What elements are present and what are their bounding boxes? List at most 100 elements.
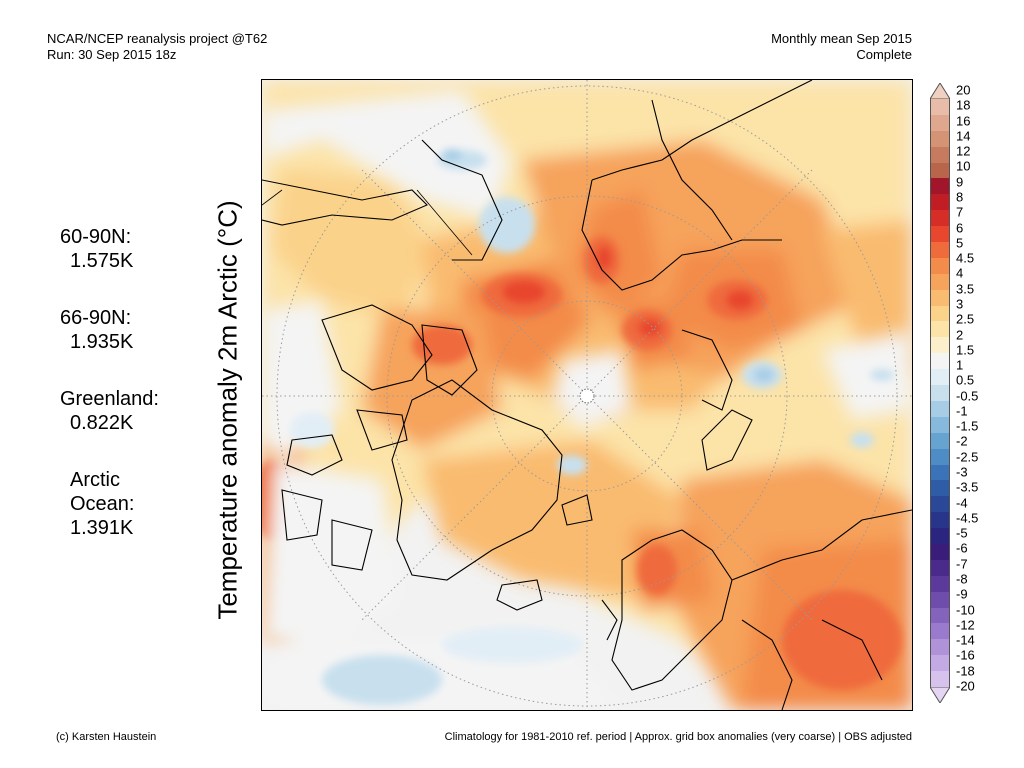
colorbar: 20 18 16 14 12 10 9 8 7 6 5 4.5 4 3.5 3 2.5 2 1.5 1 0.5 -0.5… [929, 82, 978, 704]
colorbar-tick-label: -1 [956, 403, 968, 419]
colorbar-swatch [930, 289, 950, 307]
colorbar-swatch [930, 528, 950, 545]
colorbar-tick-label: 20 [956, 82, 971, 98]
colorbar-swatch [930, 671, 950, 688]
colorbar-tick-label: -12 [956, 617, 975, 633]
colorbar-swatch [930, 575, 950, 593]
colorbar-swatch [930, 655, 950, 672]
stat-value: 1.575K [70, 250, 134, 272]
colorbar-swatch [930, 114, 950, 132]
colorbar-tick-label: 4.5 [956, 250, 975, 266]
boundaries [262, 189, 473, 256]
colorbar-swatch [930, 273, 950, 291]
colorbar-tick-label: 5 [956, 235, 964, 251]
colorbar-swatch [930, 416, 950, 434]
map-canvas [262, 80, 912, 710]
colorbar-tick-label: 2 [956, 327, 964, 342]
colorbar-tick-label: -5 [956, 525, 968, 541]
colorbar-swatch [930, 337, 950, 354]
colorbar-tick-label: -14 [956, 632, 975, 648]
axis-label: Temperature anomaly 2m Arctic (°C) [212, 200, 243, 620]
colorbar-swatch [930, 607, 950, 624]
colorbar-swatch [930, 591, 950, 609]
colorbar-swatch [930, 321, 950, 338]
stat-arctic-ocean: Arctic Ocean: 1.391K [70, 468, 160, 540]
colorbar-tick-label: -9 [956, 586, 968, 602]
coastlines [262, 80, 912, 710]
footnote: Climatology for 1981-2010 ref. period | … [444, 731, 912, 743]
colorbar-tick-label: -2 [956, 433, 968, 449]
colorbar-tick-label: 8 [956, 189, 964, 205]
colorbar-tick-label: 9 [956, 174, 964, 190]
colorbar-swatch [930, 480, 950, 497]
colorbar-tick-label: -6 [956, 540, 968, 556]
colorbar-swatch [930, 400, 950, 418]
colorbar-swatch [930, 178, 950, 195]
colorbar-swatch [930, 432, 950, 450]
colorbar-tick-label: -10 [956, 602, 975, 618]
colorbar-swatch [930, 512, 950, 529]
colorbar-swatch [930, 369, 950, 386]
colorbar-swatch [930, 257, 950, 275]
header-left: NCAR/NCEP reanalysis project @T62 Run: 3… [47, 31, 267, 63]
period-title: Monthly mean Sep 2015 [771, 31, 912, 46]
colorbar-tick-label: 3.5 [956, 281, 975, 297]
colorbar-tick-label: 2.5 [956, 311, 975, 327]
colorbar-tick-label: 4 [956, 265, 964, 281]
colorbar-tick-label: 6 [956, 220, 964, 236]
colorbar-swatch [930, 305, 950, 322]
model-title: NCAR/NCEP reanalysis project @T62 [47, 31, 268, 46]
colorbar-tick-label: 1 [956, 357, 964, 373]
colorbar-tick-label: -18 [956, 663, 975, 679]
colorbar-tick-label: -2.5 [956, 449, 979, 465]
colorbar-swatch [930, 99, 950, 116]
colorbar-tick-label: 12 [956, 143, 971, 159]
colorbar-tick-label: 10 [956, 158, 971, 174]
stat-label: Greenland: [60, 388, 159, 410]
colorbar-swatch [930, 496, 950, 513]
stat-label: Arctic Ocean: [70, 469, 135, 515]
stat-value: 1.935K [70, 331, 134, 353]
stat-value: 1.391K [70, 517, 134, 539]
colorbar-tick-label: -16 [956, 647, 975, 663]
colorbar-swatch [930, 210, 950, 227]
anomaly-map[interactable] [261, 79, 913, 711]
colorbar-swatch [930, 464, 950, 481]
colorbar-tick-label: -3.5 [956, 479, 979, 495]
header-right: Monthly mean Sep 2015 Complete [771, 31, 912, 63]
colorbar-tick-label: -8 [956, 571, 968, 587]
stat-label: 66-90N: [60, 307, 132, 329]
colorbar-swatch [930, 385, 950, 402]
colorbar-swatch [930, 146, 950, 164]
colorbar-bottom-arrow [929, 686, 951, 704]
colorbar-tick-label: -0.5 [956, 388, 979, 404]
colorbar-swatch [930, 194, 950, 211]
stat-60-90n: 60-90N: 1.575K [60, 225, 133, 273]
colorbar-swatch [930, 130, 950, 148]
stat-greenland: Greenland: 0.822K [60, 387, 159, 435]
colorbar-swatch [930, 226, 950, 243]
run-time: Run: 30 Sep 2015 18z [47, 47, 177, 62]
colorbar-swatch [930, 242, 950, 259]
colorbar-swatch [930, 623, 950, 640]
colorbar-tick-label: 7 [956, 204, 964, 220]
colorbar-swatch [930, 543, 950, 561]
colorbar-swatch [930, 162, 950, 179]
colorbar-swatch [930, 559, 950, 577]
colorbar-tick-label: -7 [956, 556, 968, 572]
stat-66-90n: 66-90N: 1.935K [60, 306, 133, 354]
colorbar-tick-label: -20 [956, 678, 975, 694]
colorbar-tick-label: -3 [956, 464, 968, 480]
copyright: (c) Karsten Haustein [56, 731, 157, 743]
colorbar-swatch [930, 639, 950, 656]
stat-value: 0.822K [70, 412, 134, 434]
colorbar-tick-label: 18 [956, 97, 971, 113]
colorbar-top-arrow [929, 82, 951, 100]
north-pole-marker [579, 388, 595, 404]
colorbar-tick-label: 14 [956, 128, 971, 144]
colorbar-swatch [930, 353, 950, 370]
colorbar-tick-label: -4.5 [956, 510, 979, 526]
colorbar-tick-label: 3 [956, 296, 964, 312]
stat-label: 60-90N: [60, 226, 132, 248]
colorbar-tick-label: 16 [956, 113, 971, 129]
